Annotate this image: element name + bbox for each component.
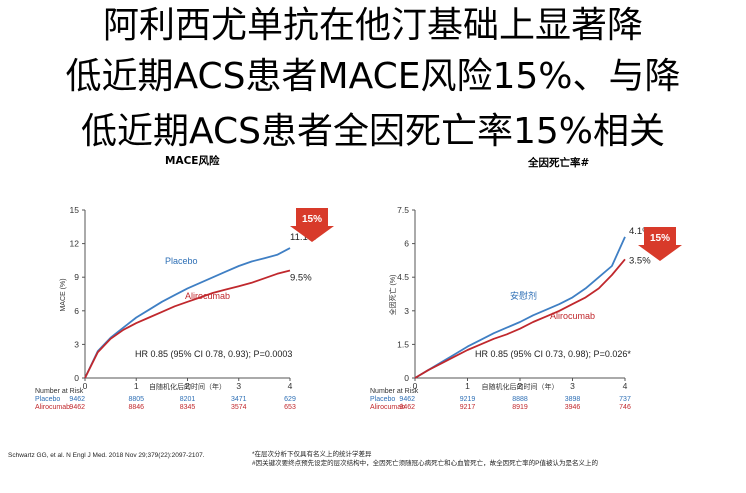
y-tick-label: 6 bbox=[74, 306, 79, 316]
risk-table-header: Number at Risk bbox=[35, 388, 84, 395]
risk-row-label: Alirocumab bbox=[370, 404, 405, 411]
x-tick-label: 2 bbox=[185, 381, 190, 391]
series-name-label: 安慰剂 bbox=[510, 290, 537, 301]
x-tick-label: 1 bbox=[465, 381, 470, 391]
risk-value: 3898 bbox=[565, 396, 581, 403]
risk-value: 8888 bbox=[512, 396, 528, 403]
citation: Schwartz GG, et al. N Engl J Med. 2018 N… bbox=[8, 452, 205, 459]
risk-value: 9462 bbox=[69, 396, 85, 403]
risk-value: 3946 bbox=[565, 404, 581, 411]
risk-value: 9462 bbox=[399, 404, 415, 411]
y-axis-label: 全因死亡 (%) bbox=[388, 275, 397, 316]
risk-value: 653 bbox=[284, 404, 296, 411]
risk-value: 629 bbox=[284, 396, 296, 403]
series-end-label: 9.5% bbox=[290, 272, 312, 283]
footnote-2: #因关键次要终点预先设定的层次结构中，全因死亡须随冠心病死亡和心血管死亡，故全因… bbox=[252, 460, 598, 467]
x-tick-label: 3 bbox=[236, 381, 241, 391]
y-tick-label: 1.5 bbox=[397, 339, 409, 349]
risk-value: 9219 bbox=[460, 396, 476, 403]
series-line-1 bbox=[84, 269, 291, 379]
x-axis-label: 自随机化后的时间（年） bbox=[149, 382, 226, 391]
chart-title-mortality: 全因死亡率# bbox=[528, 157, 590, 169]
risk-row-label: Placebo bbox=[370, 396, 395, 403]
risk-value: 8919 bbox=[512, 404, 528, 411]
series-line-1 bbox=[414, 258, 626, 379]
x-tick-label: 2 bbox=[518, 381, 523, 391]
title-line-3: 低近期ACS患者全因死亡率15%相关 bbox=[81, 111, 665, 152]
reduction-badge-label: 15% bbox=[650, 233, 670, 244]
risk-row-label: Alirocumab bbox=[35, 404, 70, 411]
risk-value: 9217 bbox=[460, 404, 476, 411]
series-name-label: Alirocumab bbox=[550, 311, 595, 321]
x-tick-label: 4 bbox=[288, 381, 293, 391]
y-tick-label: 15 bbox=[70, 205, 80, 215]
reduction-arrow-icon bbox=[290, 208, 334, 242]
hr-annotation: HR 0.85 (95% CI 0.73, 0.98); P=0.026* bbox=[475, 349, 631, 359]
risk-value: 8345 bbox=[180, 404, 196, 411]
y-tick-label: 3 bbox=[74, 339, 79, 349]
risk-value: 8201 bbox=[180, 396, 196, 403]
risk-row-label: Placebo bbox=[35, 396, 60, 403]
risk-value: 3574 bbox=[231, 404, 247, 411]
risk-value: 746 bbox=[619, 404, 631, 411]
reduction-badge-label: 15% bbox=[302, 214, 322, 225]
y-tick-label: 12 bbox=[70, 239, 80, 249]
reduction-arrow-icon bbox=[638, 227, 682, 261]
hr-annotation: HR 0.85 (95% CI 0.78, 0.93); P=0.0003 bbox=[135, 349, 292, 359]
y-tick-label: 4.5 bbox=[397, 272, 409, 282]
chart-title-mace: MACE风险 bbox=[165, 155, 220, 167]
series-line-0 bbox=[414, 236, 626, 379]
x-tick-label: 1 bbox=[134, 381, 139, 391]
risk-value: 8846 bbox=[128, 404, 144, 411]
series-line-0 bbox=[84, 247, 291, 379]
series-name-label: Placebo bbox=[165, 256, 198, 266]
x-tick-label: 4 bbox=[623, 381, 628, 391]
risk-table-header: Number at Risk bbox=[370, 388, 419, 395]
x-axis-label: 自随机化后的时间（年） bbox=[482, 382, 559, 391]
y-axis-label: MACE (%) bbox=[60, 278, 67, 311]
risk-value: 9462 bbox=[399, 396, 415, 403]
x-tick-label: 3 bbox=[570, 381, 575, 391]
title-line-2: 低近期ACS患者MACE风险15%、与降 bbox=[65, 56, 681, 97]
y-tick-label: 9 bbox=[74, 272, 79, 282]
y-tick-label: 7.5 bbox=[397, 205, 409, 215]
footnote-1: *在层次分析下仅具有名义上的统计学差异 bbox=[252, 451, 372, 458]
series-end-label: 4.1% bbox=[629, 226, 651, 237]
risk-value: 737 bbox=[619, 396, 631, 403]
series-end-label: 11.1% bbox=[290, 232, 317, 243]
risk-value: 9462 bbox=[69, 404, 85, 411]
y-tick-label: 0 bbox=[404, 373, 409, 383]
y-tick-label: 3 bbox=[404, 306, 409, 316]
y-tick-label: 6 bbox=[404, 239, 409, 249]
risk-value: 3471 bbox=[231, 396, 247, 403]
series-name-label: Alirocumab bbox=[185, 291, 230, 301]
series-end-label: 3.5% bbox=[629, 255, 651, 266]
x-tick-label: 0 bbox=[83, 381, 88, 391]
mortality-chart: 0 1.5 3 4.5 6 7.5 0 1 2 3 4 全因死亡 (%) 自随机化后的时间（年） 4.1%… bbox=[370, 205, 682, 411]
risk-value: 8805 bbox=[128, 396, 144, 403]
title-line-1: 阿利西尤单抗在他汀基础上显著降 bbox=[102, 5, 643, 46]
y-tick-label: 0 bbox=[74, 373, 79, 383]
x-tick-label: 0 bbox=[413, 381, 418, 391]
